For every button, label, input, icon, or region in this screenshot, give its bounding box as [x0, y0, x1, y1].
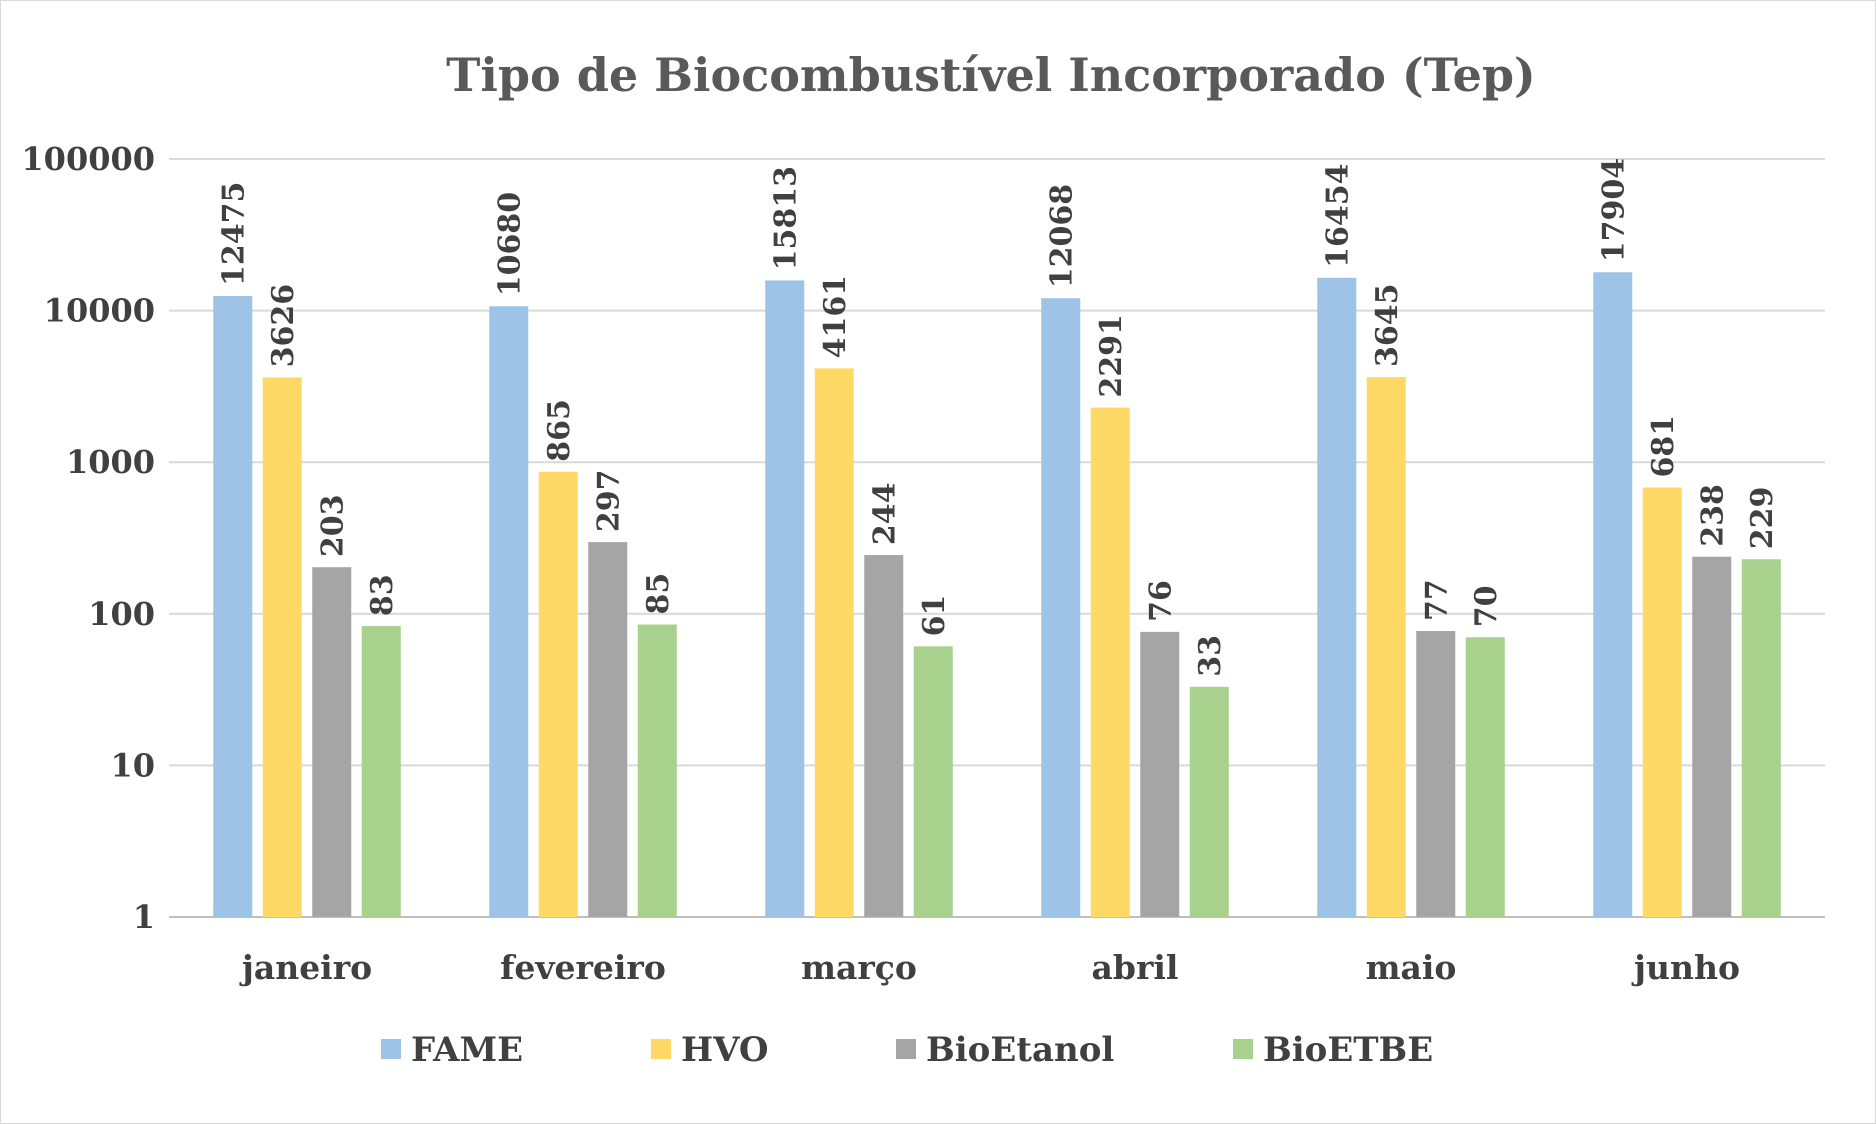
legend-label-bioetbe: BioETBE: [1263, 1030, 1433, 1070]
y-tick-label: 10000: [44, 292, 155, 330]
bar-bioetanol-0: [312, 567, 352, 917]
data-label: 77: [1420, 579, 1455, 621]
chart-title: Tipo de Biocombustível Incorporado (Tep): [446, 48, 1536, 102]
data-labels: 12475 3626 203 83 10680 865 297 85 15813 4161 244 6…: [217, 158, 1781, 677]
category-label: janeiro: [239, 948, 372, 987]
grid-lines: [169, 158, 1825, 918]
category-label: fevereiro: [500, 948, 666, 987]
data-label: 3645: [1370, 284, 1405, 368]
data-label: 83: [365, 574, 400, 616]
data-label: 16454: [1321, 163, 1356, 267]
bar-hvo-4: [1366, 377, 1406, 918]
data-label: 12068: [1045, 184, 1080, 288]
bar-fame-4: [1317, 277, 1357, 917]
data-label: 244: [868, 482, 903, 545]
legend-swatch-fame: [381, 1039, 401, 1059]
legend: FAME HVO BioEtanol BioETBE: [381, 1030, 1433, 1070]
bar-fame-3: [1041, 298, 1081, 917]
y-axis-ticks: 1 10 100 1000 10000 100000: [21, 140, 155, 936]
data-label: 2291: [1094, 314, 1129, 398]
data-label: 3626: [266, 284, 301, 368]
data-label: 76: [1144, 580, 1179, 622]
data-label: 17904: [1597, 158, 1632, 262]
legend-swatch-bioetanol: [896, 1039, 916, 1059]
bar-bioetanol-5: [1692, 556, 1732, 917]
bar-bioetanol-1: [588, 542, 628, 917]
bar-bioetanol-4: [1416, 631, 1456, 917]
data-label: 15813: [769, 166, 804, 270]
data-label: 4161: [818, 275, 853, 359]
data-label: 203: [316, 495, 351, 558]
legend-swatch-hvo: [651, 1039, 671, 1059]
bar-fame-1: [489, 306, 529, 918]
bar-hvo-3: [1090, 407, 1130, 917]
data-label: 681: [1646, 415, 1681, 478]
bar-hvo-0: [262, 377, 302, 917]
legend-label-hvo: HVO: [681, 1030, 769, 1070]
legend-label-bioetanol: BioEtanol: [926, 1030, 1114, 1070]
bar-fame-2: [765, 280, 805, 917]
legend-label-fame: FAME: [411, 1030, 523, 1070]
bars: [213, 272, 1781, 918]
data-label: 229: [1745, 487, 1780, 550]
bar-bioetbe-5: [1741, 559, 1781, 917]
x-axis-categories: janeiro fevereiro março abril maio junho: [239, 948, 1740, 987]
bar-fame-5: [1593, 272, 1633, 917]
y-tick-label: 100000: [21, 140, 155, 178]
legend-swatch-bioetbe: [1233, 1039, 1253, 1059]
category-label: março: [801, 948, 917, 987]
data-label: 865: [542, 399, 577, 462]
data-label: 85: [641, 573, 676, 615]
bar-fame-0: [213, 296, 253, 917]
data-label: 61: [917, 595, 952, 637]
bar-hvo-5: [1642, 487, 1682, 917]
y-tick-label: 100: [88, 595, 155, 633]
bar-bioetbe-0: [361, 626, 401, 917]
bar-bioetbe-3: [1189, 686, 1229, 917]
y-tick-label: 10: [110, 746, 155, 784]
bar-hvo-1: [538, 471, 578, 917]
data-label: 70: [1469, 586, 1504, 628]
bar-bioetanol-2: [864, 555, 904, 917]
bar-bioetanol-3: [1140, 631, 1180, 917]
category-label: maio: [1366, 948, 1457, 987]
bar-hvo-2: [814, 368, 854, 918]
data-label: 238: [1696, 484, 1731, 547]
data-label: 12475: [217, 182, 252, 286]
bar-bioetbe-1: [637, 624, 677, 917]
data-label: 297: [592, 470, 627, 533]
data-label: 10680: [493, 192, 528, 296]
y-tick-label: 1: [133, 898, 155, 936]
category-label: abril: [1092, 948, 1179, 987]
category-label: junho: [1631, 948, 1740, 987]
bar-bioetbe-4: [1465, 637, 1505, 917]
bar-bioetbe-2: [913, 646, 953, 917]
data-label: 33: [1193, 635, 1228, 677]
y-tick-label: 1000: [66, 443, 155, 481]
